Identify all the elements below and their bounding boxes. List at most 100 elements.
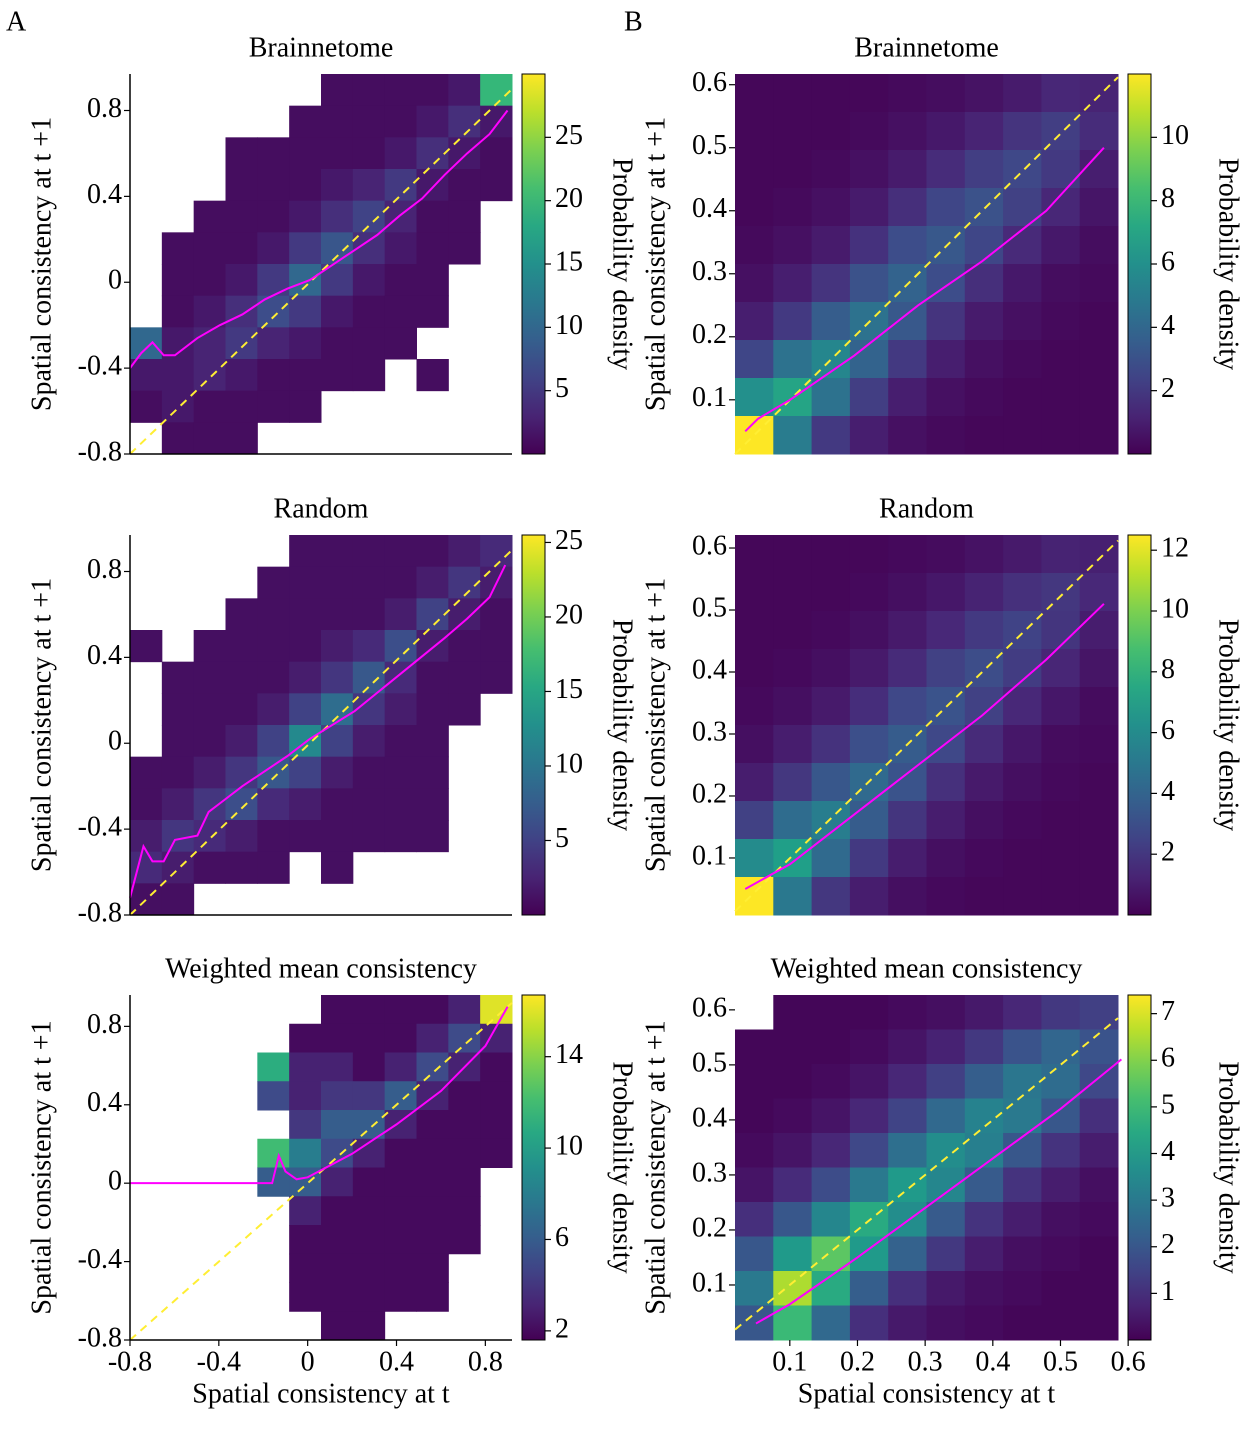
heatmap-cell bbox=[321, 661, 354, 694]
heatmap-cell bbox=[1003, 687, 1042, 726]
heatmap-cell bbox=[480, 1081, 513, 1111]
heatmap-cell bbox=[811, 877, 851, 916]
heatmap-cell bbox=[321, 1138, 354, 1168]
heatmap-cell bbox=[849, 725, 889, 764]
heatmap-cell bbox=[888, 1064, 927, 1099]
heatmap-cell bbox=[735, 226, 774, 265]
heatmap-cell bbox=[321, 1023, 354, 1053]
heatmap-cell bbox=[773, 687, 813, 726]
heatmap-cell bbox=[257, 359, 290, 392]
heatmap-cell bbox=[849, 1029, 889, 1065]
mean-line bbox=[129, 109, 509, 369]
chart-title: Random bbox=[274, 493, 369, 524]
heatmap-cell bbox=[480, 105, 513, 138]
heatmap-cell bbox=[321, 1110, 354, 1140]
heatmap-cell bbox=[384, 630, 417, 663]
heatmap-cell bbox=[964, 150, 1004, 189]
heatmap-cell bbox=[888, 1305, 927, 1341]
heatmap-cell bbox=[321, 74, 354, 107]
colorbar-tick-label: 12 bbox=[1161, 533, 1189, 564]
heatmap-cell bbox=[289, 1253, 322, 1283]
heatmap-cell bbox=[773, 573, 813, 612]
heatmap-cell bbox=[849, 611, 889, 650]
heatmap-cell bbox=[735, 302, 774, 341]
heatmap-cell bbox=[416, 200, 449, 233]
heatmap-cell bbox=[352, 725, 386, 758]
heatmap-cell bbox=[480, 74, 513, 107]
heatmap-cell bbox=[352, 1196, 386, 1226]
heatmap-cell bbox=[926, 877, 966, 916]
heatmap-cell bbox=[161, 851, 195, 884]
heatmap-cell bbox=[352, 756, 386, 789]
heatmap-cell bbox=[811, 1167, 851, 1203]
chart-title: Brainnetome bbox=[249, 32, 394, 63]
heatmap-cell bbox=[352, 630, 386, 663]
y-tick-label: 0.4 bbox=[692, 193, 727, 224]
heatmap-cell bbox=[735, 535, 774, 574]
heatmap-cell bbox=[811, 687, 851, 726]
heatmap-cell bbox=[926, 611, 966, 650]
heatmap-cell bbox=[352, 1052, 386, 1082]
heatmap-cell bbox=[926, 150, 966, 189]
heatmap-cell bbox=[321, 1311, 354, 1341]
heatmap-cell bbox=[888, 416, 927, 455]
heatmap-cell bbox=[1003, 150, 1042, 189]
heatmap-cell bbox=[849, 801, 889, 840]
heatmap-cell bbox=[735, 573, 774, 612]
heatmap-cell bbox=[193, 756, 226, 789]
heatmap-cell bbox=[321, 1253, 354, 1283]
heatmap-cell bbox=[321, 693, 354, 726]
heatmap-cell bbox=[416, 725, 449, 758]
heatmap-cell bbox=[193, 630, 226, 663]
heatmap-cell bbox=[811, 535, 851, 574]
heatmap-cell bbox=[289, 359, 322, 392]
heatmap-cell bbox=[811, 264, 851, 303]
heatmap-cell bbox=[888, 649, 927, 688]
heatmap-cell bbox=[448, 137, 481, 170]
heatmap-cell bbox=[1041, 1098, 1081, 1134]
y-tick-label: 0 bbox=[108, 265, 122, 296]
heatmap-cell bbox=[352, 1311, 386, 1341]
y-tick-label: 0.2 bbox=[692, 319, 727, 350]
heatmap-cell bbox=[448, 74, 481, 107]
heatmap-cell bbox=[888, 535, 927, 574]
heatmap-cell bbox=[849, 535, 889, 574]
heatmap-cell bbox=[735, 763, 774, 802]
heatmap-cell bbox=[1079, 611, 1119, 650]
heatmap-cell bbox=[384, 1225, 417, 1255]
heatmap-cell bbox=[1079, 1029, 1119, 1065]
heatmap-cell bbox=[384, 1110, 417, 1140]
colorbar-tick-label: 20 bbox=[555, 599, 583, 630]
heatmap-cell bbox=[448, 1023, 481, 1053]
heatmap-cell bbox=[888, 1098, 927, 1134]
heatmap-cell bbox=[888, 188, 927, 227]
heatmap-cell bbox=[321, 851, 354, 884]
heatmap-cell bbox=[1003, 1133, 1042, 1168]
heatmap-cell bbox=[926, 1305, 966, 1341]
heatmap-cell bbox=[480, 630, 513, 663]
heatmap-cell bbox=[888, 340, 927, 379]
heatmap-cell bbox=[1041, 725, 1081, 764]
heatmap-cell bbox=[811, 1133, 851, 1168]
heatmap-cell bbox=[811, 1098, 851, 1134]
colorbar-label: Probability density bbox=[1213, 158, 1244, 370]
heatmap-cell bbox=[384, 756, 417, 789]
x-tick-label: 0.4 bbox=[975, 1346, 1010, 1377]
colorbar-tick-label: 8 bbox=[1161, 654, 1175, 685]
heatmap-cell bbox=[289, 264, 322, 297]
y-axis-label: Spatial consistency at t +1 bbox=[640, 117, 671, 411]
heatmap-cell bbox=[289, 169, 322, 202]
y-tick-label: 0.8 bbox=[87, 554, 122, 585]
heatmap-cell bbox=[1079, 264, 1119, 303]
heatmap-cell bbox=[289, 137, 322, 170]
heatmap-cell bbox=[773, 801, 813, 840]
heatmap-cell bbox=[926, 1064, 966, 1099]
heatmap-cell bbox=[849, 1064, 889, 1099]
heatmap-cell bbox=[1003, 1305, 1042, 1341]
heatmap-cell bbox=[1079, 1236, 1119, 1272]
y-tick-label: 0.8 bbox=[87, 1009, 122, 1040]
heatmap-cell bbox=[1041, 535, 1081, 574]
heatmap-cell bbox=[352, 137, 386, 170]
colorbar-tick-label: 4 bbox=[1161, 1136, 1175, 1167]
heatmap-cell bbox=[811, 573, 851, 612]
